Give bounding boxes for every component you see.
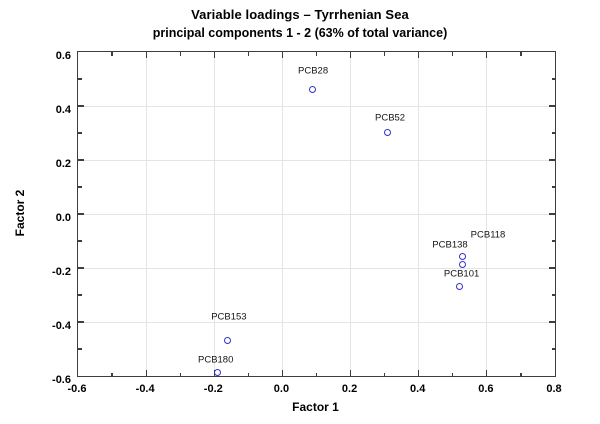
x-minor-tick (179, 372, 181, 376)
x-major-tick (486, 370, 488, 376)
data-point-pcb153 (223, 336, 231, 344)
data-point-pcb138 (459, 261, 466, 269)
data-point-label-pcb180: PCB180 (197, 354, 234, 366)
data-point-label-pcb138: PCB138 (432, 239, 468, 251)
data-point-pcb180 (213, 369, 221, 377)
data-point-label-pcb118: PCB118 (470, 229, 506, 241)
y-tick-label: 0.2 (55, 158, 71, 170)
x-major-tick (418, 370, 420, 376)
x-tick-label: 0.2 (341, 383, 358, 395)
data-point-label-pcb101: PCB101 (443, 268, 480, 280)
y-major-tick (78, 267, 84, 269)
y-minor-tick (551, 294, 555, 296)
y-minor-tick (551, 240, 555, 242)
x-major-tick (486, 52, 488, 58)
gridline-horizontal (78, 105, 555, 107)
y-axis-label: Factor 2 (13, 189, 27, 237)
x-minor-tick (247, 372, 249, 376)
x-minor-tick (384, 372, 386, 376)
y-minor-tick (78, 348, 82, 350)
gridline-horizontal (78, 321, 555, 323)
x-minor-tick (452, 372, 454, 376)
x-major-tick (349, 52, 352, 58)
x-minor-tick (315, 372, 318, 376)
x-minor-tick (247, 52, 249, 56)
x-tick-label: 0.0 (273, 383, 290, 395)
chart-subtitle: principal components 1 - 2 (63% of total… (152, 26, 448, 40)
plot-area: PCB28 PCB52 PCB118 PCB138 PCB101 PCB153 PCB180 (77, 51, 556, 377)
data-point-pcb118 (459, 253, 466, 261)
x-minor-tick (520, 52, 522, 56)
data-point-label-pcb52: PCB52 (374, 112, 406, 124)
y-major-tick (549, 105, 555, 107)
x-tick-label: 0.8 (546, 383, 562, 395)
x-major-tick (145, 52, 147, 58)
data-point-pcb52 (384, 129, 392, 136)
x-major-tick (418, 52, 420, 58)
x-major-tick (145, 370, 147, 376)
y-tick-label: 0.6 (55, 50, 71, 62)
y-tick-label: -0.2 (52, 266, 71, 278)
x-major-tick (281, 370, 284, 376)
y-minor-tick (78, 186, 82, 188)
y-minor-tick (78, 240, 82, 242)
x-axis-label: Factor 1 (292, 400, 339, 414)
x-major-tick (349, 370, 352, 376)
y-minor-tick (551, 186, 555, 188)
x-major-tick (213, 52, 215, 58)
x-major-tick (281, 52, 284, 58)
gridline-horizontal (78, 213, 555, 215)
y-minor-tick (78, 294, 82, 296)
x-minor-tick (315, 52, 318, 56)
gridline-horizontal (78, 159, 555, 161)
y-major-tick (78, 213, 84, 215)
y-major-tick (549, 267, 555, 269)
y-minor-tick (551, 348, 555, 350)
y-minor-tick (78, 132, 82, 134)
x-tick-label: 0.6 (478, 383, 494, 395)
y-major-tick (549, 321, 555, 323)
y-major-tick (78, 159, 84, 161)
x-tick-label: -0.6 (67, 383, 87, 395)
gridline-horizontal (78, 267, 555, 269)
y-tick-label: 0.4 (55, 104, 71, 116)
x-minor-tick (520, 372, 522, 376)
y-tick-label: -0.4 (52, 320, 71, 332)
y-major-tick (549, 213, 555, 215)
y-minor-tick (78, 78, 82, 80)
x-minor-tick (111, 52, 113, 56)
x-minor-tick (111, 372, 113, 376)
chart-title: Variable loadings – Tyrrhenian Sea (191, 7, 409, 22)
x-tick-label: -0.2 (203, 383, 223, 395)
x-minor-tick (179, 52, 181, 56)
data-point-label-pcb153: PCB153 (211, 311, 247, 323)
x-tick-label: -0.4 (135, 383, 155, 395)
x-minor-tick (452, 52, 454, 56)
data-point-pcb101 (455, 282, 463, 290)
y-minor-tick (551, 132, 555, 134)
x-tick-label: 0.4 (410, 383, 426, 395)
data-point-pcb28 (309, 85, 317, 93)
data-point-label-pcb28: PCB28 (298, 65, 329, 77)
x-minor-tick (384, 52, 386, 56)
y-tick-label: 0.0 (55, 212, 71, 224)
y-major-tick (78, 105, 84, 107)
y-major-tick (549, 159, 555, 161)
y-tick-label: -0.6 (52, 374, 71, 386)
y-major-tick (78, 321, 84, 323)
y-minor-tick (551, 78, 555, 80)
